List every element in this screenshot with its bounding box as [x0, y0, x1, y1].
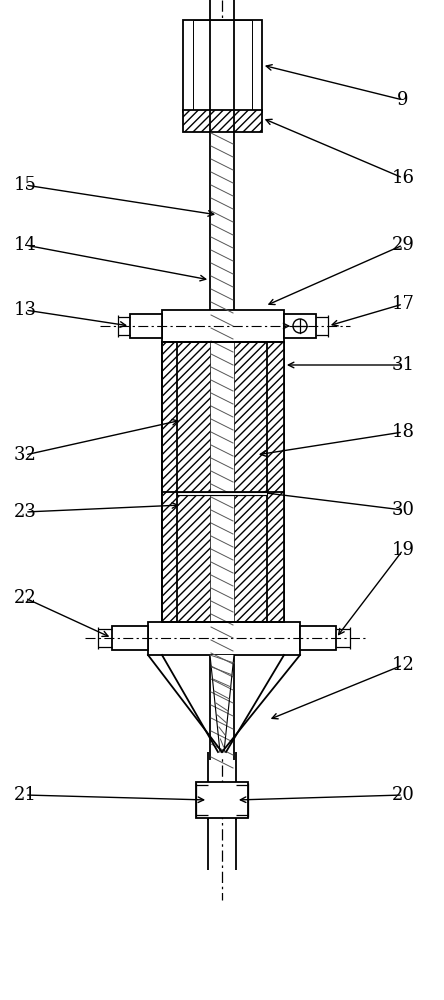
Bar — [177, 342, 267, 622]
Bar — [162, 310, 284, 342]
Bar — [112, 626, 148, 650]
Text: 21: 21 — [14, 786, 36, 804]
Bar — [193, 20, 252, 110]
Bar — [183, 20, 262, 112]
Bar — [177, 492, 267, 495]
Bar — [130, 314, 162, 338]
Text: 16: 16 — [392, 169, 415, 187]
Text: 23: 23 — [14, 503, 36, 521]
Text: 22: 22 — [14, 589, 36, 607]
Bar — [284, 314, 316, 338]
Text: 20: 20 — [392, 786, 414, 804]
Bar — [162, 342, 210, 622]
Text: 31: 31 — [392, 356, 415, 374]
Text: 13: 13 — [13, 301, 36, 319]
Text: 29: 29 — [392, 236, 414, 254]
Bar — [300, 626, 336, 650]
Text: 14: 14 — [14, 236, 36, 254]
Text: 19: 19 — [392, 541, 415, 559]
Bar — [234, 342, 284, 622]
Text: 18: 18 — [392, 423, 415, 441]
Text: 32: 32 — [14, 446, 36, 464]
Text: 9: 9 — [397, 91, 409, 109]
Text: 12: 12 — [392, 656, 414, 674]
Text: 15: 15 — [14, 176, 36, 194]
Text: 30: 30 — [392, 501, 415, 519]
Polygon shape — [210, 655, 234, 752]
Bar — [162, 342, 284, 622]
Bar — [183, 110, 262, 132]
Bar — [196, 782, 248, 818]
Bar — [211, 21, 233, 759]
Bar — [162, 342, 284, 622]
Bar — [148, 622, 300, 655]
Text: 17: 17 — [392, 295, 414, 313]
Bar — [177, 342, 267, 622]
